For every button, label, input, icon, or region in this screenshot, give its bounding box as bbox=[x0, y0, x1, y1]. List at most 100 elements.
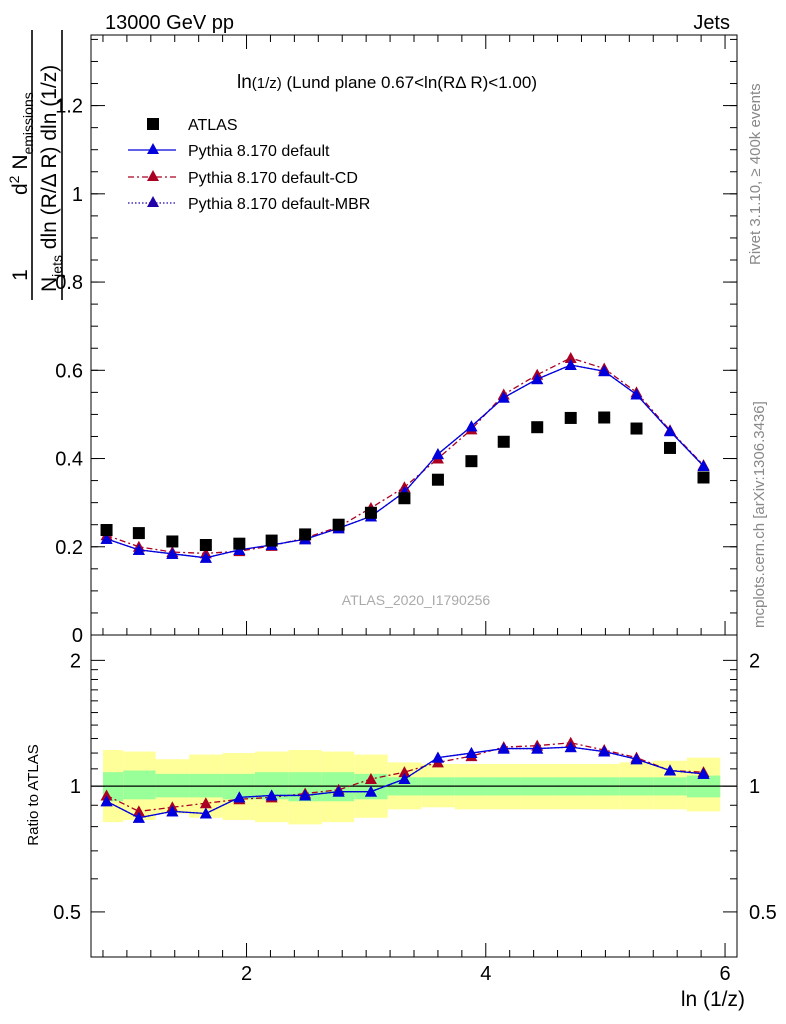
ratio-marker-default bbox=[564, 741, 577, 753]
marker-cd bbox=[564, 351, 577, 363]
marker-atlas bbox=[697, 471, 710, 484]
title-main: ln bbox=[237, 72, 252, 93]
ratio-marker-default bbox=[630, 753, 643, 765]
ratio-y-tick-label-right: 0.5 bbox=[749, 902, 777, 924]
main-y-axis-label: 1 Njets dln (R/Δ R) dln (1/z) d2 Nemissi… bbox=[6, 30, 65, 300]
marker-atlas bbox=[564, 411, 577, 424]
mcplots-label: mcplots.cern.ch [arXiv:1306.3436] bbox=[751, 401, 768, 628]
band-inner-bin bbox=[123, 770, 156, 800]
ratio-y-tick-label: 0.5 bbox=[53, 902, 81, 924]
marker-atlas bbox=[332, 518, 345, 531]
marker-atlas bbox=[233, 537, 246, 550]
legend-label-atlas: ATLAS bbox=[188, 117, 238, 134]
marker-default bbox=[664, 425, 677, 437]
title-paren: (1/z) bbox=[252, 75, 282, 92]
energy-label: 13000 GeV pp bbox=[105, 12, 234, 34]
marker-default bbox=[630, 388, 643, 400]
ratio-marker-default bbox=[598, 745, 611, 757]
marker-default bbox=[497, 391, 510, 403]
ratio-marker-default bbox=[100, 795, 113, 807]
marker-atlas bbox=[100, 524, 113, 536]
marker-default bbox=[564, 359, 577, 370]
ylabel-den-rest: dln (R/Δ R) dln (1/z) bbox=[38, 65, 61, 255]
x-axis-label: ln (1/z) bbox=[681, 988, 745, 1011]
ratio-marker-default bbox=[664, 764, 677, 776]
ylabel-nem: N bbox=[9, 155, 32, 176]
rivet-label: Rivet 3.1.10, ≥ 400k events bbox=[747, 83, 764, 265]
series-line-mbr bbox=[106, 364, 704, 559]
ratio-marker-cd bbox=[132, 805, 145, 817]
x-tick-label: 2 bbox=[241, 963, 252, 985]
marker-default bbox=[166, 547, 179, 559]
marker-default bbox=[199, 551, 212, 563]
ylabel-numerator-one: 1 bbox=[9, 269, 32, 281]
ylabel-denominator: Njets dln (R/Δ R) dln (1/z) bbox=[38, 65, 65, 292]
axis-ticks: 00.20.40.60.811.20.5 0.51 12 22 4 6 bbox=[53, 35, 777, 985]
title-rest: (Lund plane 0.67<ln(RΔ R)<1.00) bbox=[282, 73, 537, 92]
main-y-tick-label: 0 bbox=[72, 625, 83, 647]
marker-default bbox=[431, 448, 444, 460]
marker-atlas bbox=[132, 527, 145, 540]
ratio-y-tick-label: 2 bbox=[70, 650, 81, 672]
marker-atlas bbox=[531, 421, 544, 434]
marker-atlas bbox=[431, 473, 444, 486]
marker-default bbox=[697, 460, 710, 472]
ratio-marker-cd bbox=[398, 766, 411, 778]
ylabel-d2: d bbox=[9, 183, 32, 195]
ylabel-njets-sub: jets bbox=[49, 255, 65, 278]
ylabel-d2-sup: 2 bbox=[6, 175, 22, 183]
ratio-marker-default bbox=[265, 789, 278, 801]
marker-default bbox=[598, 365, 611, 377]
main-series bbox=[100, 351, 710, 563]
analysis-watermark: ATLAS_2020_I1790256 bbox=[342, 592, 491, 608]
marker-default bbox=[531, 373, 544, 385]
marker-atlas bbox=[598, 411, 611, 424]
x-tick-label: 6 bbox=[719, 963, 730, 985]
marker-atlas bbox=[664, 441, 677, 454]
main-y-tick-label: 1 bbox=[72, 184, 83, 206]
marker-atlas bbox=[497, 435, 510, 448]
ratio-y-tick-label-right: 1 bbox=[749, 776, 760, 798]
ratio-marker-default bbox=[233, 791, 246, 803]
series-line-default bbox=[106, 364, 704, 559]
marker-atlas bbox=[265, 534, 278, 547]
ratio-marker-default bbox=[465, 747, 478, 759]
marker-atlas bbox=[630, 422, 643, 435]
main-y-tick-label: 0.6 bbox=[55, 360, 83, 382]
ylabel-njets: N bbox=[38, 277, 61, 292]
ylabel-numerator: d2 Nemissions bbox=[6, 92, 36, 195]
ratio-marker-default bbox=[531, 742, 544, 754]
ratio-marker-default bbox=[332, 785, 345, 797]
ratio-marker-default bbox=[431, 751, 444, 763]
ratio-y-tick-label-right: 2 bbox=[749, 650, 760, 672]
ratio-marker-cd bbox=[364, 773, 377, 785]
marker-default bbox=[132, 543, 145, 555]
marker-default bbox=[465, 420, 478, 432]
marker-atlas bbox=[465, 455, 478, 468]
legend-label-default: Pythia 8.170 default bbox=[188, 143, 330, 160]
main-y-tick-label: 0.4 bbox=[55, 449, 83, 471]
ratio-y-tick-label: 1 bbox=[70, 776, 81, 798]
marker-atlas bbox=[299, 528, 312, 541]
plot-title: ln(1/z) (Lund plane 0.67<ln(RΔ R)<1.00) bbox=[237, 72, 537, 93]
legend: ATLAS Pythia 8.170 default Pythia 8.170 … bbox=[128, 117, 370, 213]
legend-label-mbr: Pythia 8.170 default-MBR bbox=[188, 196, 370, 213]
series-line-cd bbox=[106, 357, 704, 555]
ratio-marker-default bbox=[132, 811, 145, 823]
ratio-marker-default bbox=[697, 767, 710, 779]
ylabel-nem-sub: emissions bbox=[20, 92, 36, 154]
legend-marker-atlas bbox=[147, 118, 159, 130]
ratio-marker-cd bbox=[100, 789, 113, 801]
ratio-marker-default bbox=[299, 789, 312, 801]
ratio-marker-cd bbox=[199, 797, 212, 809]
main-y-tick-label: 0.2 bbox=[55, 537, 83, 559]
marker-atlas bbox=[364, 506, 377, 519]
legend-marker-mbr bbox=[147, 196, 159, 207]
legend-marker-default bbox=[147, 143, 159, 154]
marker-atlas bbox=[166, 535, 179, 548]
ratio-marker-default bbox=[398, 773, 411, 785]
ratio-series bbox=[100, 736, 710, 823]
legend-marker-cd bbox=[147, 170, 159, 181]
ratio-marker-default bbox=[166, 805, 179, 817]
